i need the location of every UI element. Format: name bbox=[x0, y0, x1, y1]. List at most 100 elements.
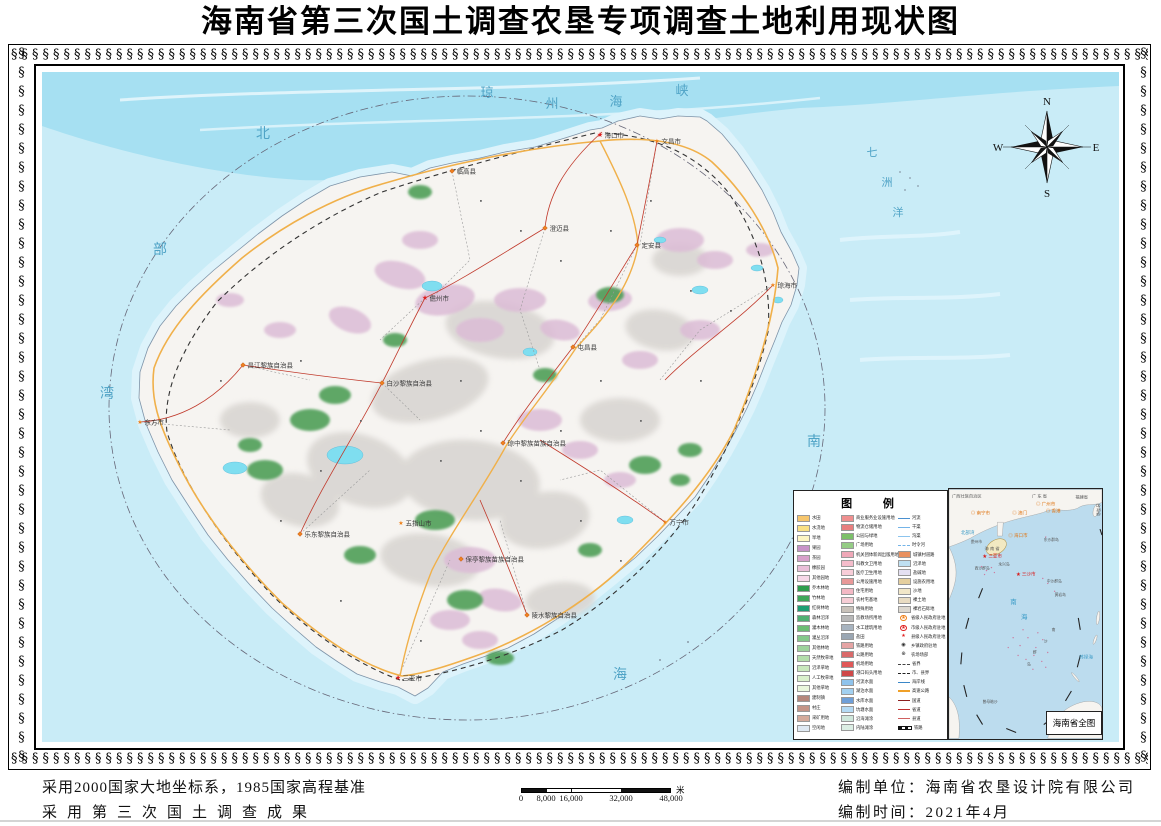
legend-row: 湖泊水面 bbox=[841, 687, 898, 695]
inset-label: 曾母暗沙 bbox=[983, 699, 998, 704]
legend-row: 干渠 bbox=[898, 523, 944, 531]
city-label: 澄迈县 bbox=[550, 223, 570, 232]
terrain-relief bbox=[220, 244, 708, 619]
legend-label: 铁路用地 bbox=[856, 642, 874, 648]
legend-label: 灌丛沼泽 bbox=[812, 635, 830, 640]
legend-swatch bbox=[841, 596, 854, 604]
inset-label: 永兴岛 bbox=[998, 562, 1010, 567]
legend-swatch bbox=[841, 724, 854, 732]
legend-row: 人工牧草地 bbox=[797, 674, 841, 682]
border-ornament-bottom: §§§§§§§§§§§§§§§§§§§§§§§§§§§§§§§§§§§§§§§§… bbox=[11, 751, 1148, 766]
legend-label: 天然牧草地 bbox=[812, 655, 834, 660]
legend-label: 盐碱地 bbox=[913, 569, 926, 575]
compass-rose: N S W E bbox=[993, 96, 1100, 200]
forest-patches bbox=[238, 185, 702, 665]
legend-row: 沟渠 bbox=[898, 532, 944, 540]
legend-label: 铁路 bbox=[914, 724, 923, 730]
city-marker-diamond bbox=[240, 362, 246, 368]
legend-label: 其他园地 bbox=[812, 575, 830, 580]
legend-row: ⊕ 农场场部 bbox=[898, 651, 944, 659]
inset-label: 儋州市 bbox=[971, 539, 983, 544]
legend-row: 省界 bbox=[898, 660, 944, 668]
legend-line-symbol bbox=[898, 681, 910, 683]
legend-line-symbol bbox=[898, 700, 910, 701]
legend-label: 红树林地 bbox=[812, 605, 830, 610]
legend-swatch bbox=[797, 614, 810, 622]
legend-row: 公园与绿地 bbox=[841, 532, 898, 540]
city-marker-diamond bbox=[570, 344, 576, 350]
legend-swatch bbox=[841, 514, 854, 522]
legend-label: 森林沼泽 bbox=[812, 615, 830, 620]
legend-label: 裸土地 bbox=[913, 597, 926, 603]
note-source: 采用第三次国土调查成果 bbox=[42, 805, 318, 821]
legend-swatch bbox=[841, 669, 854, 677]
inset-label: 中沙群岛 bbox=[1047, 578, 1062, 583]
sea-label-char: 海 bbox=[613, 667, 627, 683]
inset-label: 南 bbox=[1010, 597, 1017, 606]
inset-label: ◎ 南宁市 bbox=[971, 509, 991, 516]
legend-line-symbol bbox=[898, 672, 910, 674]
legend-column-3: 河流 干渠 沟渠 时令河 城镇村道路 沼泽地 盐碱地 设施农用地 沙地 裸土地 裸岩石砾地 ★ 省级人民… bbox=[898, 514, 945, 732]
legend-row: 水浇地 bbox=[797, 524, 841, 532]
sea-label-char: 海 bbox=[609, 94, 622, 109]
legend-swatch bbox=[841, 569, 854, 577]
city-label: 乐东黎族自治县 bbox=[305, 529, 351, 538]
legend-label: 坑塘水面 bbox=[856, 706, 874, 712]
legend-row: 红树林地 bbox=[797, 604, 841, 612]
inset-label: 西沙群岛 bbox=[975, 566, 990, 571]
city-label: 文昌市 bbox=[662, 136, 682, 145]
legend-label: 盐田 bbox=[856, 633, 865, 639]
legend-row: 城镇村道路 bbox=[898, 551, 944, 559]
legend-label: 沼泽地 bbox=[913, 560, 926, 566]
legend-label: 河流水面 bbox=[856, 679, 874, 685]
legend-label: 省道 bbox=[912, 706, 921, 712]
inset-label: ◎ 澳门 bbox=[1012, 509, 1027, 516]
city-label: 东方市 bbox=[145, 417, 165, 426]
legend-label: 灌木林地 bbox=[812, 625, 830, 630]
legend-line-symbol bbox=[898, 544, 910, 546]
legend-label: 人工牧草地 bbox=[812, 675, 834, 680]
legend-row: ★ 省级人民政府驻地 bbox=[898, 614, 945, 622]
inset-label: 黄岩岛 bbox=[1055, 592, 1067, 597]
legend-swatch bbox=[797, 524, 810, 532]
legend-row: 其他草地 bbox=[797, 684, 841, 692]
inset-label: 福建省 bbox=[1075, 494, 1088, 501]
inset-label: 南 bbox=[1052, 627, 1056, 632]
legend-row: ★ 市级人民政府驻地 bbox=[898, 624, 945, 632]
legend-label: 空闲地 bbox=[812, 725, 825, 730]
legend-line-symbol bbox=[898, 526, 910, 528]
legend-swatch bbox=[797, 554, 810, 562]
legend-swatch bbox=[841, 715, 854, 723]
sea-label-char: 七 bbox=[867, 146, 878, 159]
scale-tick: 48,000 bbox=[659, 793, 683, 803]
legend-box: 图 例 水田 水浇地 旱地 果园 茶园 橡胶园 其他园地 乔木林地 竹林地 红树林地 森林沼泽 灌木林… bbox=[793, 490, 948, 740]
legend-label: 乔木林地 bbox=[812, 585, 830, 590]
legend-row: 公路用地 bbox=[841, 651, 898, 659]
legend-label: 沿海滩涂 bbox=[856, 715, 874, 721]
legend-row: 盐田 bbox=[841, 633, 898, 641]
legend-swatch bbox=[797, 724, 810, 732]
city-marker-diamond bbox=[458, 556, 464, 562]
compass-label-n: N bbox=[1043, 96, 1051, 108]
legend-swatch bbox=[841, 706, 854, 714]
legend-row: 其他园地 bbox=[797, 574, 841, 582]
map-notes: 采用2000国家大地坐标系，1985国家高程基准 采用第三次国土调查成果 bbox=[42, 776, 366, 822]
legend-swatch bbox=[797, 584, 810, 592]
inset-map: 广西壮族自治区 广 东 省 福建省 台湾省 ◎ 南宁市 ◎ 广州市 ◎ 澳门 ◎ 香港 北部湾 ◎… bbox=[948, 488, 1103, 740]
legend-row: 采矿用地 bbox=[797, 714, 841, 722]
legend-label: 特殊用地 bbox=[856, 606, 874, 612]
scale-bar-segments bbox=[521, 788, 671, 793]
legend-row: 沼泽地 bbox=[898, 560, 944, 568]
legend-row: 天然牧草地 bbox=[797, 654, 841, 662]
reservoirs bbox=[222, 236, 784, 525]
legend-row: 沿海滩涂 bbox=[841, 715, 898, 723]
legend-label: 国道 bbox=[912, 697, 921, 703]
city-marker-star: ★ bbox=[770, 282, 775, 289]
legend-row: 沙地 bbox=[898, 587, 944, 595]
legend-swatch bbox=[841, 660, 854, 668]
legend-label: 港口码头用地 bbox=[856, 670, 882, 676]
legend-line-symbol bbox=[898, 709, 910, 711]
legend-swatch bbox=[898, 569, 911, 577]
